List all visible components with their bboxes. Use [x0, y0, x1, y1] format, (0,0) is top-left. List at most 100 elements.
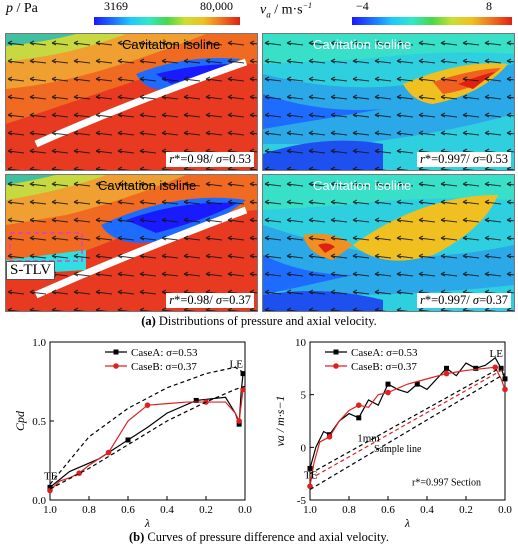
section-label-1: r*=0.98/ σ=0.53	[166, 152, 254, 167]
pressure-colorbar	[94, 17, 240, 25]
velocity-unit: / m·s	[270, 2, 303, 18]
legend-marker	[113, 349, 119, 355]
x-tick-label: 1.0	[43, 504, 57, 516]
caption-a-text: Distributions of pressure and axial velo…	[155, 314, 377, 328]
series-point	[356, 415, 362, 421]
velocity-min: −4	[356, 0, 369, 13]
chart-annotation: LE	[490, 348, 504, 360]
rstar-2: 0.997	[438, 152, 467, 166]
series-line	[309, 373, 506, 490]
x-tick-label: 0.4	[160, 504, 174, 516]
pressure-legend-title: p / Pa	[6, 1, 38, 17]
series-point	[240, 371, 246, 377]
legend-marker	[333, 349, 339, 355]
section-label-2: r*=0.997/ σ=0.53	[416, 152, 511, 167]
sigma-3: 0.37	[229, 293, 251, 307]
y-axis-label: va / m·s−1	[273, 395, 287, 446]
panel-velocity-037: Cavitation isoline r*=0.997/ σ=0.37	[262, 174, 515, 312]
velocity-var: v	[260, 2, 267, 18]
panel-pressure-037: Cavitation isoline S-TLV r*=0.98/ σ=0.37	[5, 174, 258, 312]
x-tick-label: 0.6	[381, 504, 395, 516]
y-tick-label: 1.0	[32, 337, 46, 349]
pressure-max: 80,000	[200, 0, 233, 13]
caption-a-letter: (a)	[141, 314, 156, 328]
cavitation-label-4: Cavitation isoline	[313, 178, 412, 193]
section-label-4: r*=0.997/ σ=0.37	[416, 293, 511, 308]
x-tick-label: 0.2	[199, 504, 213, 516]
chart-annotation: 1mm	[357, 432, 380, 444]
velocity-contour-053	[263, 34, 514, 170]
series-point	[473, 365, 479, 371]
series-line	[49, 366, 246, 485]
series-point	[326, 434, 333, 440]
x-tick-label: 0.4	[420, 504, 434, 516]
chart-annotation: TE	[44, 470, 58, 482]
x-tick-label: 0.0	[238, 504, 252, 516]
series-line	[309, 367, 506, 480]
legend-entry: CaseA: σ=0.53	[131, 347, 198, 359]
legend-entry: CaseB: σ=0.37	[131, 361, 197, 373]
pressure-contour-037	[6, 175, 257, 311]
x-axis-label: λ	[404, 516, 410, 530]
caption-b-letter: (b)	[129, 530, 145, 544]
stlv-label: S-TLV	[6, 261, 56, 280]
series-point	[502, 386, 508, 393]
y-tick-label: 0	[301, 442, 307, 454]
series-point	[502, 376, 508, 382]
x-tick-label: 0.8	[82, 504, 96, 516]
rstar-4: 0.997	[438, 293, 467, 307]
chart-annotation: TE	[304, 469, 318, 481]
series-point	[443, 370, 450, 377]
series-point	[144, 402, 151, 408]
chart-annotation: Sample line	[374, 444, 422, 455]
x-tick-label: 0.8	[342, 504, 356, 516]
panel-pressure-053: Cavitation isoline r*=0.98/ σ=0.53	[5, 33, 258, 171]
series-point	[385, 381, 391, 387]
series-line	[49, 385, 246, 490]
pressure-var: p	[6, 1, 13, 16]
sigma-4: 0.37	[486, 293, 508, 307]
series-point	[193, 397, 199, 403]
panel-velocity-053: Cavitation isoline r*=0.997/ σ=0.53	[262, 33, 515, 171]
x-tick-label: 0.0	[498, 504, 512, 516]
plot-frame	[309, 341, 506, 501]
y-tick-label: 0.5	[32, 416, 46, 428]
series-point	[355, 402, 362, 408]
rstar-3: 0.98	[187, 293, 210, 307]
y-tick-label: 0.0	[32, 495, 46, 507]
series-point	[236, 421, 242, 427]
chart-annotation: r*=0.997 Section	[412, 478, 481, 489]
series-point	[240, 386, 246, 393]
cavitation-label-2: Cavitation isoline	[313, 37, 412, 52]
x-tick-label: 1.0	[303, 504, 317, 516]
series-point	[414, 381, 420, 387]
line-charts: 1.0 0.8 0.6 0.4 0.2 0.0 0.0 0.5 1.0 λ Cpd CaseA: σ=…	[13, 337, 512, 530]
legend-marker	[333, 363, 339, 369]
caption-b-text: Curves of pressure difference and axial …	[144, 530, 389, 544]
series-point	[125, 437, 131, 443]
velocity-contour-037	[263, 175, 514, 311]
cavitation-label-3: Cavitation isoline	[98, 178, 197, 193]
y-axis-label: Cpd	[13, 410, 27, 431]
sigma-2: 0.53	[486, 152, 508, 166]
series-point	[307, 465, 313, 471]
sigma-1: 0.53	[229, 152, 251, 166]
series-point	[307, 483, 313, 490]
legend-entry: CaseA: σ=0.53	[351, 347, 418, 359]
caption-a: (a) Distributions of pressure and axial …	[0, 314, 518, 329]
series-line	[49, 373, 244, 488]
legend-marker	[113, 363, 119, 369]
chart-cpd: 1.0 0.8 0.6 0.4 0.2 0.0 0.0 0.5 1.0 λ Cpd CaseA: σ=…	[13, 337, 252, 530]
section-label-3: r*=0.98/ σ=0.37	[166, 293, 254, 308]
x-axis-label: λ	[144, 516, 150, 530]
chart-annotation: LE	[230, 359, 244, 371]
series-point	[236, 418, 242, 424]
velocity-max: 8	[486, 0, 492, 13]
cavitation-label-1: Cavitation isoline	[122, 37, 221, 52]
velocity-colorbar	[352, 17, 512, 25]
series-point	[47, 484, 53, 490]
series-point	[444, 365, 449, 371]
y-tick-label: 5	[301, 390, 307, 402]
pressure-min: 3169	[104, 0, 128, 13]
series-point	[47, 487, 53, 494]
